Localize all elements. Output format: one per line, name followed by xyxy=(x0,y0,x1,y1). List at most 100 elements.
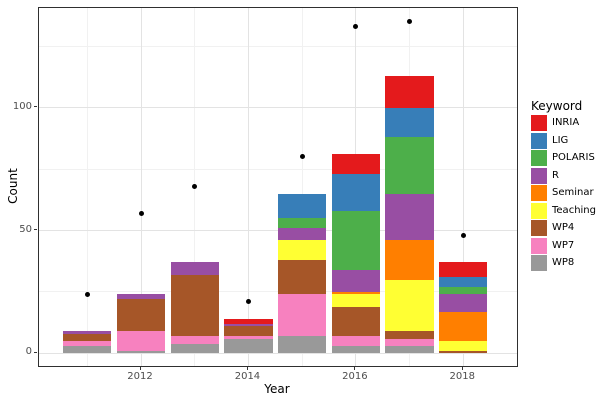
legend-label: Teaching xyxy=(552,204,596,216)
bar-segment xyxy=(63,346,112,354)
x-tick-mark xyxy=(246,367,248,370)
bar-segment xyxy=(331,346,381,354)
bar-segment xyxy=(385,338,434,347)
legend-label: WP7 xyxy=(552,239,575,251)
bar-segment xyxy=(224,336,273,339)
bar-segment xyxy=(385,331,434,339)
legend-label: R xyxy=(552,169,559,181)
legend-label: INRIA xyxy=(552,117,580,128)
legend-item: WP4 xyxy=(531,220,596,236)
legend-key-swatch xyxy=(531,185,547,201)
gridline-y-major xyxy=(39,352,517,354)
bar-segment xyxy=(385,193,434,241)
gridline-y-minor xyxy=(39,45,517,47)
legend-item: LIG xyxy=(531,132,596,149)
bar-segment xyxy=(278,294,327,337)
legend-key-swatch xyxy=(531,255,547,271)
data-point xyxy=(299,154,305,160)
y-tick-label: 50 xyxy=(19,223,32,235)
x-axis-title: Year xyxy=(264,382,290,396)
gridline-x-minor xyxy=(86,8,88,366)
legend-item: INRIA xyxy=(531,115,596,131)
bar-segment xyxy=(331,173,381,211)
y-tick-mark xyxy=(34,106,37,108)
data-point xyxy=(84,291,90,297)
bar-segment xyxy=(439,311,488,342)
legend-item: Teaching xyxy=(531,202,596,219)
bar-segment xyxy=(170,343,219,354)
bar-segment xyxy=(439,341,488,351)
bar-segment xyxy=(385,137,434,194)
legend-label: WP4 xyxy=(552,222,575,233)
bar-segment xyxy=(170,274,219,337)
bar-segment xyxy=(331,291,381,295)
y-tick-label: 0 xyxy=(25,346,32,358)
bar-segment xyxy=(278,336,327,354)
data-point xyxy=(245,299,251,305)
legend: Keyword INRIA LIG POLARIS R Seminar Teaching W… xyxy=(531,99,596,273)
bar-segment xyxy=(385,107,434,138)
bar-segment xyxy=(385,75,434,108)
gridline-x-major xyxy=(462,8,464,366)
bar-segment xyxy=(331,306,381,337)
x-tick-label: 2018 xyxy=(449,371,475,382)
x-tick-label: 2014 xyxy=(234,371,261,382)
bar-segment xyxy=(224,326,273,337)
legend-item: WP7 xyxy=(531,237,596,254)
bar-segment xyxy=(331,294,381,307)
legend-label: Seminar xyxy=(552,187,594,198)
data-point xyxy=(407,19,413,25)
bar-segment xyxy=(385,279,434,332)
legend-key-swatch xyxy=(531,132,547,149)
bar-segment xyxy=(224,338,273,354)
data-point xyxy=(192,183,198,189)
bar-segment xyxy=(331,210,381,270)
bar-segment xyxy=(278,240,327,260)
bar-segment xyxy=(116,331,166,351)
legend-item: WP8 xyxy=(531,255,596,271)
legend-title: Keyword xyxy=(531,99,583,113)
legend-key-swatch xyxy=(531,220,547,236)
bar-segment xyxy=(170,262,219,275)
x-tick-mark xyxy=(139,367,141,370)
gridline-x-major xyxy=(247,8,249,366)
legend-key-swatch xyxy=(531,167,547,184)
data-point xyxy=(460,232,466,238)
y-axis-title: Count xyxy=(6,168,20,204)
legend-label: WP8 xyxy=(552,257,575,268)
bar-segment xyxy=(116,351,166,354)
legend-item: R xyxy=(531,167,596,184)
legend-items: INRIA LIG POLARIS R Seminar Teaching WP4 WP7 WP8 xyxy=(531,115,596,271)
bar-segment xyxy=(116,294,166,300)
legend-key-swatch xyxy=(531,237,547,254)
legend-key-swatch xyxy=(531,202,547,219)
bar-segment xyxy=(331,154,381,174)
y-tick-mark xyxy=(34,351,37,353)
bar-segment xyxy=(439,351,488,354)
bar-segment xyxy=(278,228,327,241)
bar-segment xyxy=(278,260,327,295)
data-point xyxy=(138,210,144,216)
gridline-x-major xyxy=(140,8,142,366)
data-point xyxy=(353,23,359,29)
legend-key-swatch xyxy=(531,150,547,166)
legend-item: POLARIS xyxy=(531,150,596,166)
bar-segment xyxy=(385,346,434,354)
bar-segment xyxy=(224,319,273,324)
legend-label: POLARIS xyxy=(552,152,595,163)
bar-segment xyxy=(439,262,488,278)
bar-segment xyxy=(63,333,112,342)
legend-label: LIG xyxy=(552,134,569,146)
y-tick-label: 100 xyxy=(12,100,32,112)
bar-segment xyxy=(170,336,219,344)
bar-segment xyxy=(385,240,434,280)
gridline-x-minor xyxy=(301,8,303,366)
x-tick-label: 2012 xyxy=(127,371,153,382)
bar-segment xyxy=(224,323,273,327)
bar-segment xyxy=(278,218,327,229)
bar-segment xyxy=(439,277,488,288)
x-tick-mark xyxy=(461,367,463,370)
legend-item: Seminar xyxy=(531,185,596,201)
x-tick-mark xyxy=(354,367,356,370)
